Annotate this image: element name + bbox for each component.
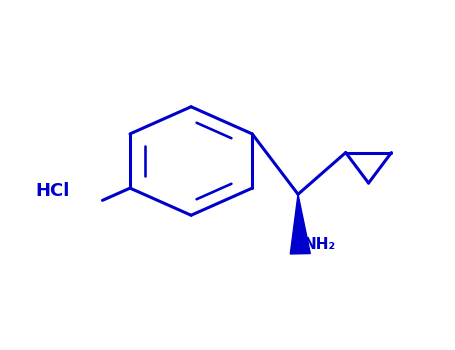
Text: HCl: HCl (35, 182, 70, 200)
Polygon shape (290, 194, 310, 254)
Text: NH₂: NH₂ (304, 237, 336, 252)
